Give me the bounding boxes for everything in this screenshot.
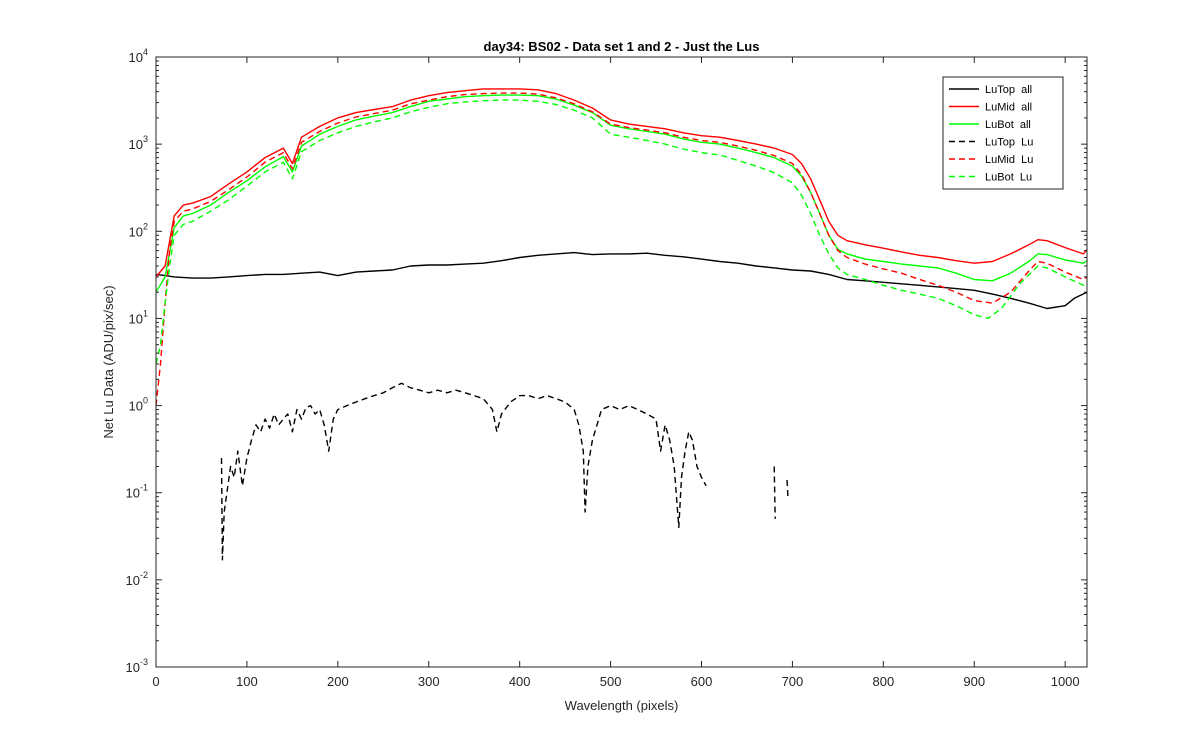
legend-label-lumid-lu: LuMid Lu <box>985 154 1033 166</box>
legend: LuTop all LuMid all LuBot all LuTop Lu LuMid… <box>942 76 1064 190</box>
y-tick-label: 10-1 <box>126 483 148 501</box>
x-tick-label: 100 <box>236 674 258 689</box>
x-tick-label: 0 <box>152 674 159 689</box>
x-tick-label: 800 <box>872 674 894 689</box>
x-tick-label: 300 <box>418 674 440 689</box>
series-line-lutop-lu-1 <box>773 466 776 519</box>
chart-title: day34: BS02 - Data set 1 and 2 - Just th… <box>484 39 760 54</box>
series-line-lutop-all <box>156 251 1087 310</box>
axes: 0 100 200 300 400 500 600 700 800 900 1000 10-3 10-2… <box>126 47 1088 689</box>
legend-label-lubot-lu: LuBot Lu <box>985 172 1032 184</box>
legend-label-lutop-all: LuTop all <box>985 84 1032 96</box>
x-tick-label: 400 <box>509 674 531 689</box>
x-tick-label: 900 <box>963 674 985 689</box>
legend-label-lumid-all: LuMid all <box>985 102 1032 114</box>
x-tick-label: 700 <box>782 674 804 689</box>
x-axis-label: Wavelength (pixels) <box>565 698 679 713</box>
y-tick-label: 100 <box>129 396 148 414</box>
series-line-lubot-lu <box>156 99 1087 365</box>
x-tick-label: 600 <box>691 674 713 689</box>
plot-area <box>156 88 1087 561</box>
series-line-lumid-all <box>156 88 1087 278</box>
series-line-lubot-all <box>156 94 1087 293</box>
y-axis-label: Net Lu Data (ADU/pix/sec) <box>101 285 116 438</box>
y-tick-label: 101 <box>129 308 148 326</box>
x-tick-label: 1000 <box>1051 674 1080 689</box>
plot-frame <box>155 56 1088 668</box>
legend-box <box>942 76 1064 190</box>
y-tick-label: 10-2 <box>126 570 148 588</box>
legend-label-lubot-all: LuBot all <box>985 119 1031 131</box>
x-tick-label: 200 <box>327 674 349 689</box>
y-tick-label: 102 <box>129 221 148 239</box>
series-line-lutop-lu-0 <box>220 382 707 561</box>
x-tick-label: 500 <box>600 674 622 689</box>
y-tick-label: 103 <box>129 134 148 152</box>
y-tick-label: 104 <box>129 47 148 65</box>
series-line-lutop-lu-2 <box>786 479 789 497</box>
y-tick-label: 10-3 <box>126 657 148 675</box>
legend-label-lutop-lu: LuTop Lu <box>985 137 1033 149</box>
series-line-lumid-lu <box>156 92 1087 406</box>
